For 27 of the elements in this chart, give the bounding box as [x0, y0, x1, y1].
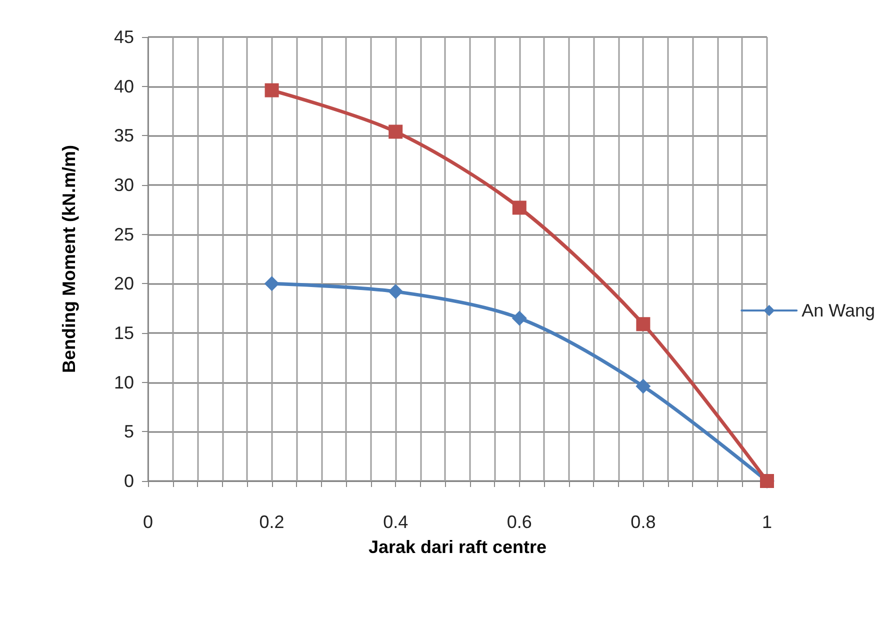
- point: [388, 124, 403, 139]
- y-tick-label: 25: [114, 224, 134, 244]
- x-tick-label: 0.2: [259, 512, 284, 532]
- y-tick-label: 40: [114, 76, 134, 96]
- y-tick-label: 20: [114, 274, 134, 294]
- point: [512, 310, 527, 326]
- point: [388, 284, 404, 300]
- point: [512, 200, 526, 215]
- y-tick-label: 35: [114, 126, 134, 146]
- x-tick-label: 0.6: [506, 512, 532, 532]
- legend-label: An Wang: [802, 300, 876, 320]
- y-tick-label: 30: [114, 175, 134, 195]
- y-tick-label: 15: [114, 323, 134, 343]
- x-tick-label: 0.4: [383, 512, 408, 532]
- x-tick-label: 0: [142, 512, 154, 532]
- y-tick-label: 10: [114, 372, 134, 392]
- y-axis-title: Bending Moment (kN.m/m): [59, 144, 79, 373]
- point: [636, 378, 651, 394]
- y-tick-label: 5: [124, 422, 134, 442]
- y-tick-label: 0: [124, 471, 134, 491]
- x-tick-label: 1: [762, 512, 772, 532]
- point: [264, 276, 280, 292]
- x-axis-title: Jarak dari raft centre: [368, 537, 547, 557]
- x-tick-label: 0.8: [630, 512, 656, 532]
- point: [636, 317, 650, 332]
- y-tick-label: 45: [114, 27, 134, 47]
- point: [264, 83, 279, 98]
